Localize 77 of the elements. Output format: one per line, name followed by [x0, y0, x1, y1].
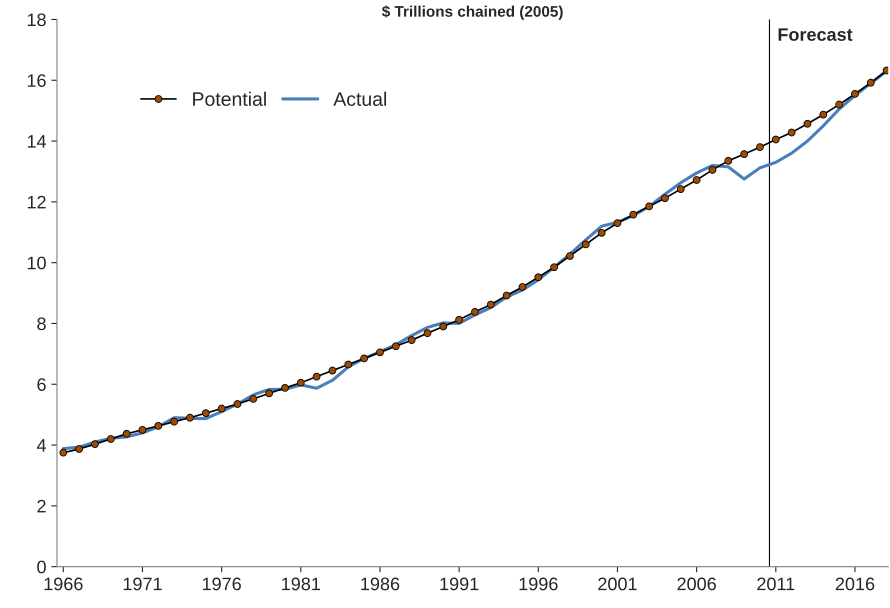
y-tick-label: 16 — [28, 74, 46, 87]
point — [582, 240, 590, 248]
point — [138, 426, 146, 434]
point — [360, 354, 368, 362]
x-tick-label: 1976 — [202, 578, 241, 590]
point — [408, 336, 416, 344]
point — [249, 394, 258, 403]
point — [202, 409, 210, 418]
x-tick-label: 1971 — [124, 578, 162, 590]
y-tick-label: 8 — [37, 317, 46, 330]
point — [788, 128, 796, 136]
point — [328, 366, 336, 374]
point — [154, 422, 162, 430]
point — [598, 228, 606, 237]
point — [122, 430, 131, 438]
point — [772, 136, 780, 144]
point — [835, 100, 844, 108]
point — [804, 120, 812, 128]
point — [424, 329, 432, 338]
point — [439, 322, 448, 330]
point — [502, 292, 511, 300]
point — [866, 78, 875, 87]
x-tick-label: 1981 — [282, 578, 320, 590]
point — [218, 404, 226, 412]
point — [629, 210, 638, 219]
x-tick-label: 1991 — [440, 578, 478, 590]
point — [566, 252, 574, 260]
point — [59, 448, 68, 457]
point — [392, 342, 400, 350]
x-tick-label: 1996 — [520, 578, 558, 590]
x-tick-label: 2006 — [677, 578, 716, 590]
y-tick-label: 10 — [28, 256, 46, 270]
point — [265, 389, 274, 398]
point — [518, 283, 526, 291]
point — [471, 308, 479, 316]
y-tick-label: 14 — [28, 135, 46, 148]
point — [724, 156, 732, 165]
point — [376, 348, 384, 356]
point — [676, 185, 685, 193]
chart-title: $ Trillions chained (2005) — [382, 5, 563, 20]
y-tick-label: 18 — [28, 13, 46, 26]
y-tick-label: 12 — [28, 196, 46, 208]
x-tick-label: 1966 — [44, 578, 83, 590]
point — [234, 400, 242, 408]
point — [281, 384, 289, 392]
point — [550, 263, 558, 272]
point — [692, 176, 701, 184]
point — [851, 90, 859, 98]
point — [186, 414, 194, 422]
point — [756, 143, 764, 152]
point — [486, 300, 495, 308]
point — [91, 440, 99, 448]
x-tick-label: 1986 — [361, 578, 400, 590]
x-tick-label: 2016 — [836, 578, 874, 590]
point — [661, 194, 669, 202]
point — [106, 435, 115, 443]
point — [312, 372, 321, 381]
point — [170, 418, 178, 426]
y-tick-label: 2 — [37, 500, 46, 512]
x-tick-label: 2001 — [598, 578, 637, 590]
point — [296, 378, 305, 387]
point — [344, 360, 352, 368]
x-tick-label: 2011 — [757, 578, 794, 590]
point — [708, 166, 716, 174]
ref-line-label: Forecast — [778, 28, 852, 41]
point — [819, 110, 828, 118]
point — [75, 445, 84, 453]
y-tick-label: 4 — [36, 439, 46, 452]
legend-label: Potential — [193, 92, 266, 106]
point — [455, 316, 464, 324]
y-tick-label: 6 — [37, 378, 46, 391]
y-tick-label: 0 — [37, 560, 46, 574]
point — [534, 273, 542, 282]
point — [740, 150, 748, 158]
point — [645, 202, 654, 210]
point — [614, 219, 622, 228]
legend-label: Actual — [333, 92, 386, 106]
